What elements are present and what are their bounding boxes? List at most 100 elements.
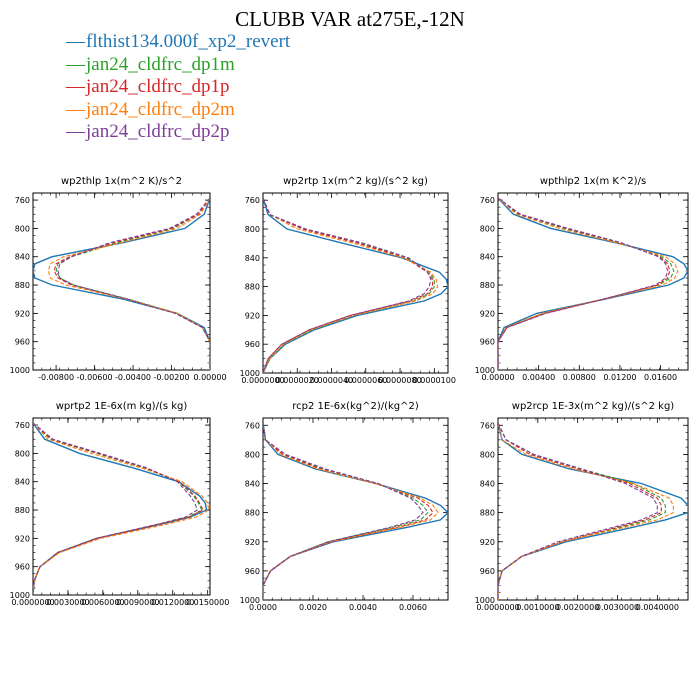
y-tick-label: 880	[480, 509, 495, 518]
y-tick-label: 1000	[475, 596, 495, 605]
subplot-title: wp2rcp 1E-3x(m^2 kg)/(s^2 kg)	[512, 401, 675, 412]
legend-label: jan24_cldfrc_dp1p	[86, 76, 230, 97]
series-line	[33, 422, 210, 595]
y-tick-label: 840	[245, 254, 260, 263]
y-tick-label: 1000	[10, 591, 30, 600]
y-tick-label: 800	[480, 450, 495, 459]
subplot-title: wpthlp2 1x(m K^2)/s	[540, 176, 646, 187]
y-tick-label: 880	[15, 281, 30, 290]
y-tick-label: 880	[15, 506, 30, 515]
series-line	[33, 422, 208, 595]
x-tick-label: 0.0020	[299, 603, 327, 612]
x-tick-label: 0.0120000	[151, 598, 194, 607]
plot-frame	[262, 192, 449, 374]
x-tick-label: 0.01200	[603, 373, 636, 382]
x-tick-label: 0.00000	[481, 373, 514, 382]
series-line	[498, 422, 688, 600]
series-line	[498, 197, 669, 370]
x-tick-label: 0.0040	[349, 603, 377, 612]
x-tick-label: 0.00000	[193, 373, 226, 382]
x-tick-label: -0.00600	[77, 373, 113, 382]
x-tick-label: 0.0020000	[556, 603, 599, 612]
figure-title: CLUBB VAR at275E,-12N	[235, 7, 465, 31]
legend-line-icon: —	[66, 76, 85, 97]
y-tick-label: 760	[245, 421, 260, 430]
y-tick-label: 1000	[10, 366, 30, 375]
series-line	[263, 423, 424, 600]
y-tick-label: 880	[245, 283, 260, 292]
y-tick-label: 920	[15, 534, 30, 543]
legend-line-icon: —	[66, 31, 85, 52]
y-tick-label: 800	[480, 224, 495, 233]
x-tick-label: 0.0000080	[378, 376, 421, 385]
legend-entry: —flthist134.000f_xp2_revert	[66, 31, 290, 54]
plot-frame	[497, 417, 689, 601]
subplot: wprtp2 1E-6x(m kg)/(s kg) 0.00000000.0030…	[10, 401, 230, 607]
series-line	[263, 197, 434, 373]
legend-line-icon: —	[66, 53, 85, 75]
y-tick-label: 760	[480, 196, 495, 205]
y-tick-label: 840	[480, 253, 495, 262]
y-tick-label: 760	[15, 196, 30, 205]
y-tick-label: 800	[245, 225, 260, 234]
y-tick-label: 840	[480, 480, 495, 489]
series-line	[498, 422, 662, 600]
series-line	[263, 197, 448, 373]
legend-line-icon: —	[66, 121, 85, 142]
x-tick-label: 0.00800	[563, 373, 596, 382]
series-line	[498, 197, 675, 370]
series-line	[57, 197, 210, 370]
series-line	[263, 423, 429, 600]
y-tick-label: 880	[245, 509, 260, 518]
x-tick-label: 0.0030000	[46, 598, 89, 607]
y-tick-label: 840	[15, 253, 30, 262]
series-line	[53, 197, 210, 370]
series-line	[47, 197, 210, 370]
subplot-title: rcp2 1E-6x(kg^2)/(kg^2)	[292, 401, 419, 412]
series-line	[263, 422, 448, 600]
x-tick-label: 0.0000000	[241, 376, 284, 385]
y-tick-label: 960	[480, 338, 495, 347]
series-line	[498, 197, 688, 370]
x-tick-label: 0.0000	[249, 603, 277, 612]
x-tick-label: 0.0010000	[516, 603, 559, 612]
subplot: wp2thlp 1x(m^2 K)/s^2-0.00800 -0.00600 -0.…	[10, 176, 227, 382]
series-line	[498, 422, 674, 600]
x-tick-label: 0.0060	[399, 603, 427, 612]
x-tick-label: 0.0150000	[186, 598, 229, 607]
x-tick-label: 0.0000100	[413, 376, 456, 385]
subplot: wpthlp2 1x(m K^2)/s 0.00000 0.00400 0.00800…	[475, 176, 689, 382]
subplot: wp2rtp 1x(m^2 kg)/(s^2 kg)0.00000000.000…	[240, 176, 456, 385]
series-line	[263, 423, 434, 600]
y-tick-label: 840	[245, 480, 260, 489]
series-line	[263, 197, 439, 373]
legend-entry: —jan24_cldfrc_dp1p	[66, 76, 290, 99]
subplot: wp2rcp 1E-3x(m^2 kg)/(s^2 kg)0.00000000.…	[475, 401, 689, 612]
subplot-title: wp2rtp 1x(m^2 kg)/(s^2 kg)	[283, 176, 428, 187]
series-line	[55, 197, 210, 370]
y-tick-label: 920	[480, 309, 495, 318]
x-tick-label: -0.00200	[154, 373, 190, 382]
legend-label: flthist134.000f_xp2_revert	[86, 31, 291, 52]
y-tick-label: 960	[15, 563, 30, 572]
y-tick-label: 920	[480, 538, 495, 547]
x-tick-label: 0.01600	[644, 373, 677, 382]
series-line	[263, 423, 439, 600]
series-line	[33, 422, 203, 595]
y-tick-label: 920	[245, 311, 260, 320]
x-tick-label: 0.0000060	[344, 376, 387, 385]
x-tick-label: 0.00400	[522, 373, 555, 382]
y-tick-label: 760	[480, 421, 495, 430]
y-tick-label: 760	[15, 421, 30, 430]
x-tick-label: 0.0030000	[596, 603, 639, 612]
legend-entry: —jan24_cldfrc_dp2m	[66, 99, 290, 122]
y-tick-label: 880	[480, 281, 495, 290]
y-tick-label: 960	[245, 340, 260, 349]
series-line	[498, 422, 658, 600]
x-tick-label: 0.0000000	[11, 598, 54, 607]
x-tick-label: 0.0040000	[636, 603, 679, 612]
x-tick-label: 0.0000000	[476, 603, 519, 612]
x-tick-label: 0.0000020	[276, 376, 319, 385]
y-tick-label: 1000	[475, 366, 495, 375]
